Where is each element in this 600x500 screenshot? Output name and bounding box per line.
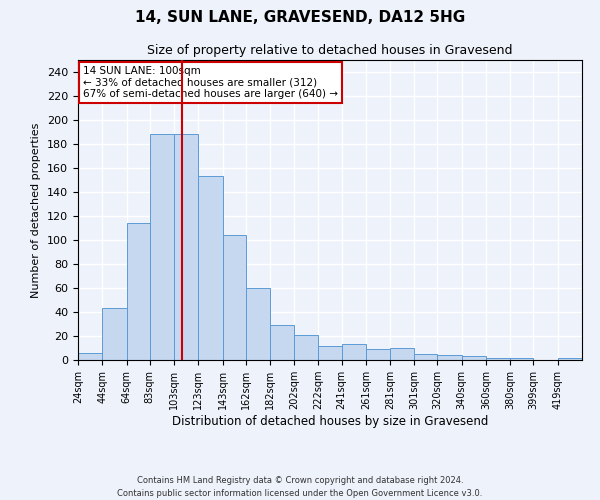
Bar — [149, 134, 174, 360]
Bar — [486, 358, 511, 360]
Bar — [390, 348, 415, 360]
Bar — [341, 344, 366, 360]
Text: Contains HM Land Registry data © Crown copyright and database right 2024.
Contai: Contains HM Land Registry data © Crown c… — [118, 476, 482, 498]
Text: 14 SUN LANE: 100sqm
← 33% of detached houses are smaller (312)
67% of semi-detac: 14 SUN LANE: 100sqm ← 33% of detached ho… — [83, 66, 338, 99]
Bar — [270, 325, 294, 360]
Bar — [174, 134, 198, 360]
Y-axis label: Number of detached properties: Number of detached properties — [31, 122, 41, 298]
Bar — [319, 346, 341, 360]
Bar — [558, 358, 582, 360]
Bar — [294, 335, 319, 360]
Bar — [78, 353, 102, 360]
Bar — [223, 235, 245, 360]
Bar — [462, 356, 486, 360]
Text: 14, SUN LANE, GRAVESEND, DA12 5HG: 14, SUN LANE, GRAVESEND, DA12 5HG — [135, 10, 465, 25]
Bar — [511, 358, 533, 360]
Bar — [198, 176, 223, 360]
X-axis label: Distribution of detached houses by size in Gravesend: Distribution of detached houses by size … — [172, 415, 488, 428]
Bar — [245, 288, 270, 360]
Title: Size of property relative to detached houses in Gravesend: Size of property relative to detached ho… — [147, 44, 513, 58]
Bar — [127, 223, 149, 360]
Bar — [366, 349, 390, 360]
Bar — [437, 355, 462, 360]
Bar — [415, 354, 437, 360]
Bar — [102, 308, 127, 360]
